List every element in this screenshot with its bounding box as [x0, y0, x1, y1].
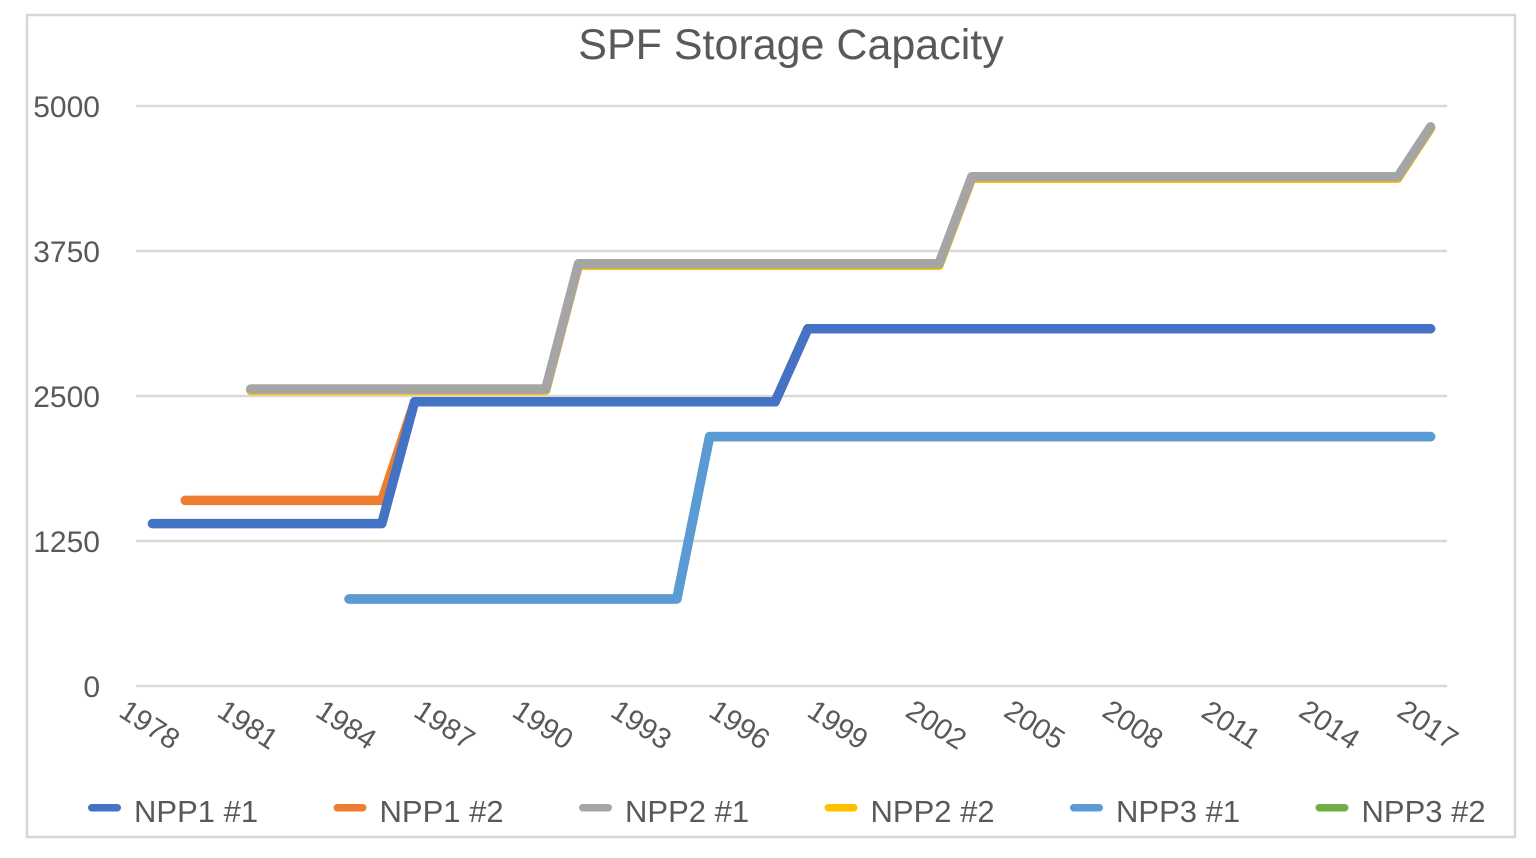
chart-title: SPF Storage Capacity [578, 21, 1004, 69]
legend-item-npp1-2: NPP1 #2 [333, 794, 504, 829]
legend-label-npp1-1: NPP1 #1 [134, 794, 258, 829]
legend-label-npp2-1: NPP2 #1 [625, 794, 749, 829]
y-tick-label-1250: 1250 [33, 526, 100, 559]
series-line-npp2-1 [245, 122, 1436, 394]
y-axis-labels: 0 1250 2500 3750 5000 [33, 91, 100, 704]
y-tick-label-3750: 3750 [33, 236, 100, 269]
y-tick-label-5000: 5000 [33, 91, 100, 124]
legend-swatch-npp3-1 [1070, 804, 1103, 812]
legend-item-npp2-2: NPP2 #2 [824, 794, 995, 829]
gridlines [136, 104, 1447, 688]
y-tick-label-2500: 2500 [33, 381, 100, 414]
legend-item-npp3-1: NPP3 #1 [1070, 794, 1240, 829]
series-line-npp1-1 [147, 323, 1436, 529]
legend-swatch-npp1-2 [333, 804, 367, 812]
legend-item-npp1-1: NPP1 #1 [88, 794, 258, 829]
legend-item-npp2-1: NPP2 #1 [579, 794, 749, 829]
legend-label-npp3-2: NPP3 #2 [1362, 794, 1486, 829]
legend-swatch-npp2-2 [824, 804, 858, 812]
legend-label-npp2-2: NPP2 #2 [871, 794, 995, 829]
series-line-npp3-1 [344, 431, 1436, 604]
series-lines [147, 122, 1436, 604]
legend-label-npp3-1: NPP3 #1 [1116, 794, 1240, 829]
legend-swatch-npp3-2 [1315, 804, 1349, 812]
y-tick-label-0: 0 [83, 671, 100, 704]
legend-label-npp1-2: NPP1 #2 [380, 794, 504, 829]
legend-swatch-npp2-1 [579, 804, 612, 812]
legend-item-npp3-2: NPP3 #2 [1315, 794, 1486, 829]
chart-frame [25, 13, 1517, 839]
legend-swatch-npp1-1 [88, 804, 121, 812]
legend: NPP1 #1 NPP1 #2 NPP2 #1 NPP2 #2 NPP3 #1 NPP3 … [88, 794, 1486, 829]
